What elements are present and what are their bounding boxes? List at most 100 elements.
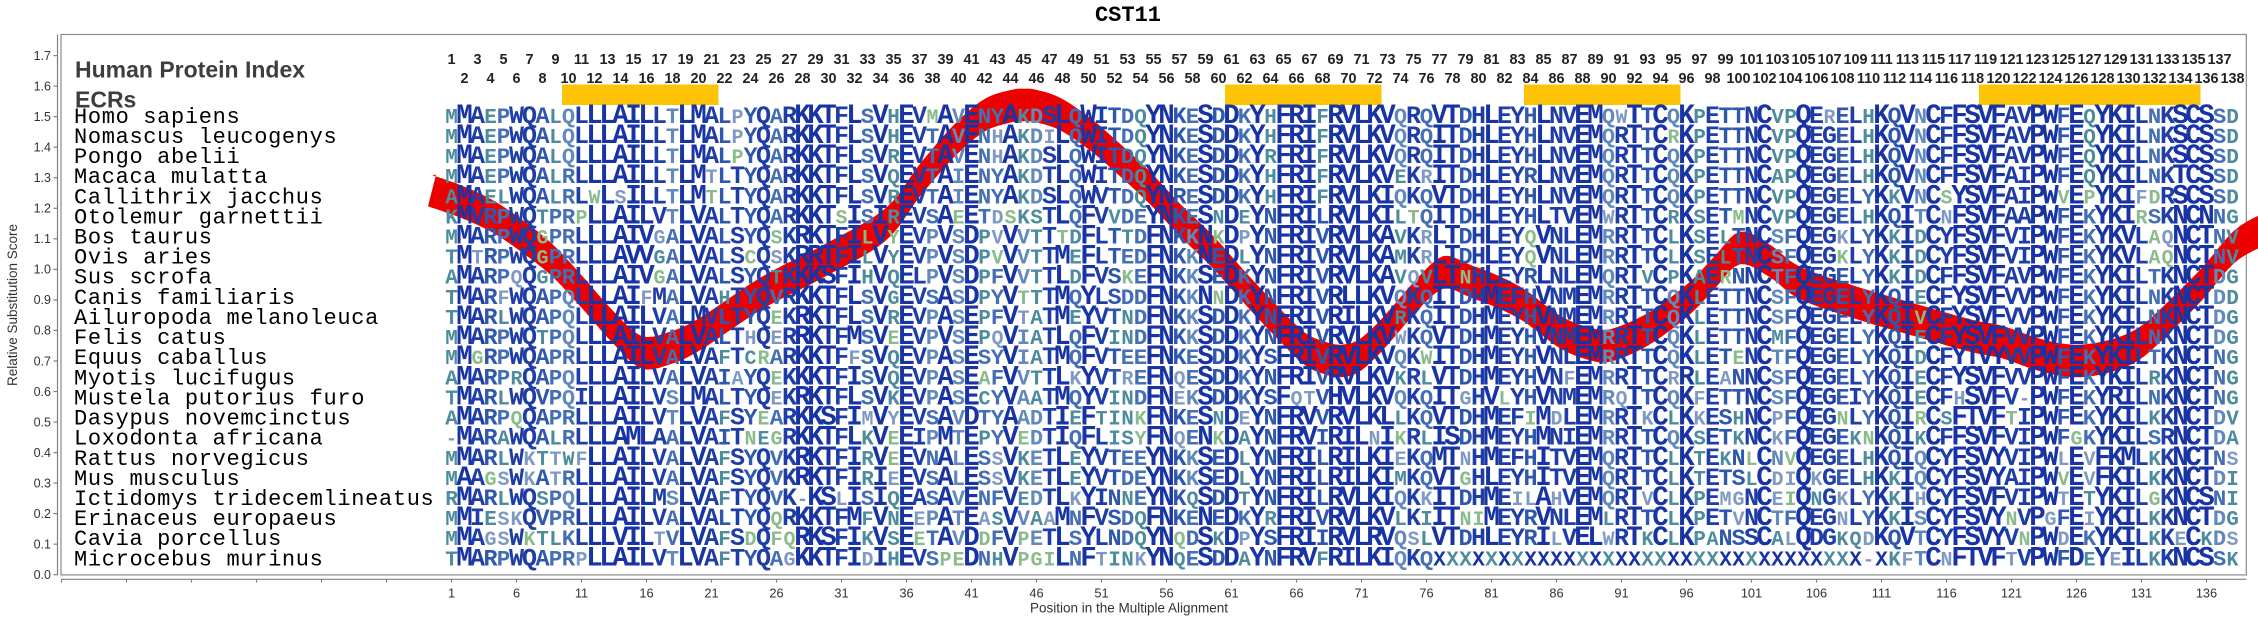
svg-text:127: 127 (2077, 52, 2101, 68)
svg-text:16: 16 (639, 586, 653, 601)
svg-text:1.0: 1.0 (34, 263, 51, 277)
svg-text:35: 35 (885, 52, 901, 68)
svg-text:67: 67 (1301, 52, 1317, 68)
svg-text:Ailuropoda melanoleuca: Ailuropoda melanoleuca (74, 306, 379, 331)
svg-text:24: 24 (742, 71, 758, 87)
svg-text:110: 110 (1857, 71, 1880, 87)
svg-text:76: 76 (1418, 71, 1434, 87)
svg-text:82: 82 (1496, 71, 1512, 87)
svg-text:MMAEPWQALRLLLAILLTLMTLTYQARKKT: MMAEPWQALRLLLAILLTLMTLTYQARKKTFLSVQEVTAI… (445, 161, 2239, 192)
svg-text:58: 58 (1184, 71, 1200, 87)
svg-text:111: 111 (1872, 586, 1891, 601)
svg-text:RMARLWQSPQLLLAILMSLVAFTYQVK-KS: RMARLWQSPQLLLAILMSLVAFTYQVK-KSLISIQEASAV… (445, 483, 2239, 514)
svg-text:123: 123 (2025, 52, 2049, 68)
svg-text:Mustela putorius furo: Mustela putorius furo (74, 386, 365, 411)
svg-text:MMGRPWQAPRLLLAILVALVAFTCRARKKT: MMGRPWQAPRLLLAILVALVAFTCRARKKTFFSVQEVPAS… (445, 342, 2239, 373)
svg-text:MMAEPWQALQLLLAILLTLMALPYQARKKT: MMAEPWQALQLLLAILLTLMALPYQARKKTFLSVHEVMAV… (445, 101, 2239, 132)
svg-text:91: 91 (1613, 52, 1629, 68)
svg-text:11: 11 (575, 586, 588, 601)
svg-text:Erinaceus europaeus: Erinaceus europaeus (74, 507, 337, 532)
svg-text:Human Protein Index: Human Protein Index (75, 57, 305, 83)
svg-text:Myotis lucifugus: Myotis lucifugus (74, 366, 296, 391)
svg-text:TMARLWQAPQLLLAILVALMVLTYQEKRKT: TMARLWQAPQLLLAILVALMVLTYQEKRKTFLSVREVPAS… (445, 302, 2239, 333)
svg-text:71: 71 (1353, 52, 1369, 68)
svg-text:44: 44 (1002, 71, 1018, 87)
svg-text:41: 41 (964, 586, 978, 601)
svg-text:Callithrix jacchus: Callithrix jacchus (74, 185, 324, 210)
svg-text:15: 15 (625, 52, 641, 68)
svg-text:36: 36 (899, 586, 913, 601)
svg-text:106: 106 (1806, 586, 1827, 601)
svg-text:66: 66 (1288, 71, 1304, 87)
svg-text:47: 47 (1041, 52, 1057, 68)
svg-text:98: 98 (1704, 71, 1720, 87)
svg-text:121: 121 (1999, 52, 2023, 68)
svg-text:40: 40 (950, 71, 966, 87)
svg-text:119: 119 (1974, 52, 1997, 68)
svg-text:80: 80 (1470, 71, 1486, 87)
svg-text:56: 56 (1159, 586, 1173, 601)
svg-text:MMAEPWQALQLLLAILLTLMALPYQARKKT: MMAEPWQALQLLLAILLTLMALPYQARKKTFLSVREVTAV… (445, 141, 2239, 172)
svg-text:86: 86 (1549, 586, 1563, 601)
svg-text:0.7: 0.7 (34, 354, 51, 368)
svg-text:122: 122 (2012, 71, 2036, 87)
svg-text:Bos taurus: Bos taurus (74, 226, 213, 251)
svg-text:MAAGSWKATRLLLAILVALVAFSYQVKRKT: MAAGSWKATRLLLAILVALVAFSYQVKRKTFIRIEEVSAL… (445, 463, 2239, 494)
svg-text:1: 1 (448, 586, 455, 601)
svg-text:118: 118 (1961, 71, 1984, 87)
svg-text:56: 56 (1158, 71, 1174, 87)
svg-text:36: 36 (898, 71, 914, 87)
svg-text:0.8: 0.8 (34, 324, 51, 338)
svg-text:100: 100 (1726, 71, 1750, 87)
svg-text:8: 8 (538, 71, 546, 87)
svg-text:93: 93 (1639, 52, 1655, 68)
svg-text:TMARFWQAPQLLLAIFMALVAHTYQVRKKT: TMARFWQAPQLLLAIFMALVAHTYQVRKKTFLSVGEVSAS… (445, 282, 2239, 313)
svg-text:6: 6 (513, 586, 520, 601)
svg-text:1.6: 1.6 (34, 79, 51, 93)
svg-text:91: 91 (1614, 586, 1628, 601)
svg-text:14: 14 (612, 71, 628, 87)
svg-text:Canis familiaris: Canis familiaris (74, 286, 296, 311)
svg-text:136: 136 (2194, 71, 2218, 87)
svg-text:17: 17 (651, 52, 667, 68)
svg-text:130: 130 (2116, 71, 2140, 87)
svg-text:65: 65 (1275, 52, 1291, 68)
svg-text:138: 138 (2220, 71, 2244, 87)
svg-text:AMAELWQALRLWLSILLTLMTLTYQARKKT: AMAELWQALRLWLSILLTLMTLTYQARKKTFLSVREVTAI… (445, 181, 2239, 212)
svg-text:10: 10 (560, 71, 576, 87)
svg-text:125: 125 (2051, 52, 2075, 68)
svg-text:21: 21 (704, 586, 718, 601)
svg-text:48: 48 (1054, 71, 1070, 87)
svg-text:33: 33 (859, 52, 875, 68)
svg-text:CST11: CST11 (1095, 3, 1161, 28)
svg-text:121: 121 (2001, 586, 2022, 601)
svg-text:MMIESKQVPRLLLAILVALVALTYQQRKKT: MMIESKQVPRLLLAILVALVALTYQQRKKTFMFVNEEPAT… (445, 503, 2239, 534)
svg-text:-MARAWQALRLLLAMLAALVAITNEGRKKT: -MARAWQALRLLLAMLAALVAITNEGRKKTFLKVEEIPMT… (446, 423, 2239, 454)
svg-text:26: 26 (768, 71, 784, 87)
svg-text:AMARPRQAPQLLLAILVALVAIAYQEKKKT: AMARPRQAPQLLLAILVALVAIAYQEKKKTFISVQEVPAS… (445, 362, 2239, 393)
svg-text:Rattus norvegicus: Rattus norvegicus (74, 447, 310, 472)
svg-text:32: 32 (846, 71, 862, 87)
svg-text:Microcebus murinus: Microcebus murinus (74, 547, 324, 572)
svg-text:61: 61 (1223, 52, 1239, 68)
svg-text:72: 72 (1366, 71, 1382, 87)
svg-text:TMARLWQVPQILLAILVSLMALTYQEKRKT: TMARLWQVPQILLAILVSLMALTYQEKRKTFLSVKEVPAS… (445, 382, 2239, 413)
svg-text:115: 115 (1922, 52, 1945, 68)
svg-text:0.4: 0.4 (34, 446, 51, 460)
svg-text:7: 7 (525, 52, 533, 68)
svg-text:85: 85 (1535, 52, 1551, 68)
svg-text:Cavia porcellus: Cavia porcellus (74, 527, 282, 552)
svg-text:21: 21 (703, 52, 719, 68)
svg-text:11: 11 (574, 52, 589, 68)
svg-text:76: 76 (1419, 586, 1433, 601)
svg-text:46: 46 (1028, 71, 1044, 87)
svg-text:AMARPQQAPRLLLAILVTLVAFSYEARKKS: AMARPQQAPRLLLAILVTLVAFSYEARKKSFIMVYEVSAV… (445, 403, 2239, 434)
svg-text:59: 59 (1197, 52, 1213, 68)
svg-text:0.9: 0.9 (34, 293, 51, 307)
svg-text:9: 9 (551, 52, 559, 68)
svg-text:89: 89 (1587, 52, 1603, 68)
svg-text:37: 37 (911, 52, 927, 68)
svg-text:75: 75 (1405, 52, 1421, 68)
svg-text:74: 74 (1392, 71, 1408, 87)
svg-text:54: 54 (1132, 71, 1148, 87)
